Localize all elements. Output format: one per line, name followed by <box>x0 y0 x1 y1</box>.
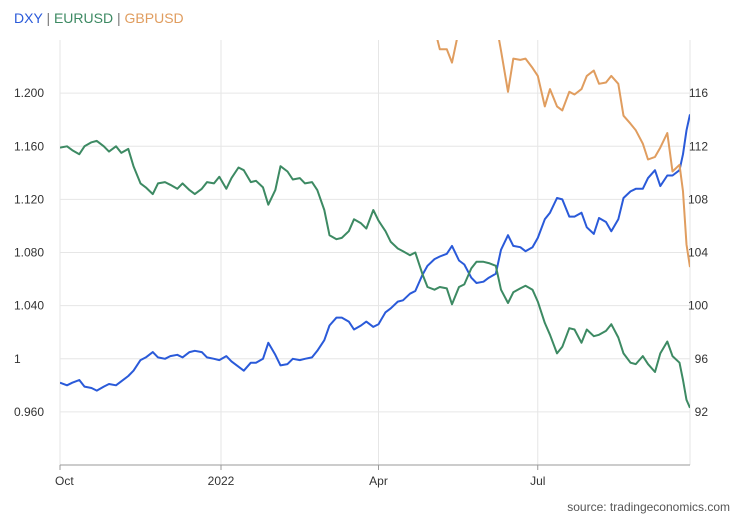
y-right-tick-label: 100 <box>688 299 708 313</box>
y-right-tick-label: 96 <box>695 352 709 366</box>
series-layer <box>60 0 690 409</box>
y-left-tick-label: 1.080 <box>14 246 44 260</box>
legend-eurusd[interactable]: EURUSD <box>53 10 114 26</box>
x-tick-label: Oct <box>55 474 74 488</box>
legend-dxy[interactable]: DXY <box>14 10 43 26</box>
legend-separator: | <box>116 10 121 26</box>
y-left-tick-label: 1.040 <box>14 299 44 313</box>
y-right-tick-label: 92 <box>695 405 709 419</box>
x-tick-label: 2022 <box>208 474 235 488</box>
x-tick-label: Apr <box>369 474 388 488</box>
y-left-tick-label: 1 <box>14 352 21 366</box>
y-left-tick-label: 1.160 <box>14 139 44 153</box>
series-line-gbpusd[interactable] <box>60 0 690 268</box>
y-left-tick-label: 1.120 <box>14 192 44 206</box>
axes: 1.200 1.160 1.120 1.080 1.040 1 0.960 116 112 108… <box>14 86 708 488</box>
legend-gbpusd[interactable]: GBPUSD <box>124 10 184 26</box>
y-left-tick-label: 0.960 <box>14 405 44 419</box>
y-left-tick-label: 1.200 <box>14 86 44 100</box>
y-right-tick-label: 112 <box>689 139 708 153</box>
legend-separator: | <box>46 10 51 26</box>
series-line-eurusd[interactable] <box>60 139 690 409</box>
y-right-tick-label: 108 <box>688 192 708 206</box>
x-tick-label: Jul <box>530 474 545 488</box>
series-line-dxy[interactable] <box>60 114 690 392</box>
y-right-tick-label: 104 <box>688 246 708 260</box>
legend: DXY | EURUSD | GBPUSD <box>14 10 184 26</box>
grid <box>59 40 691 465</box>
source-label: source: tradingeconomics.com <box>567 500 730 514</box>
y-right-tick-label: 116 <box>689 86 708 100</box>
